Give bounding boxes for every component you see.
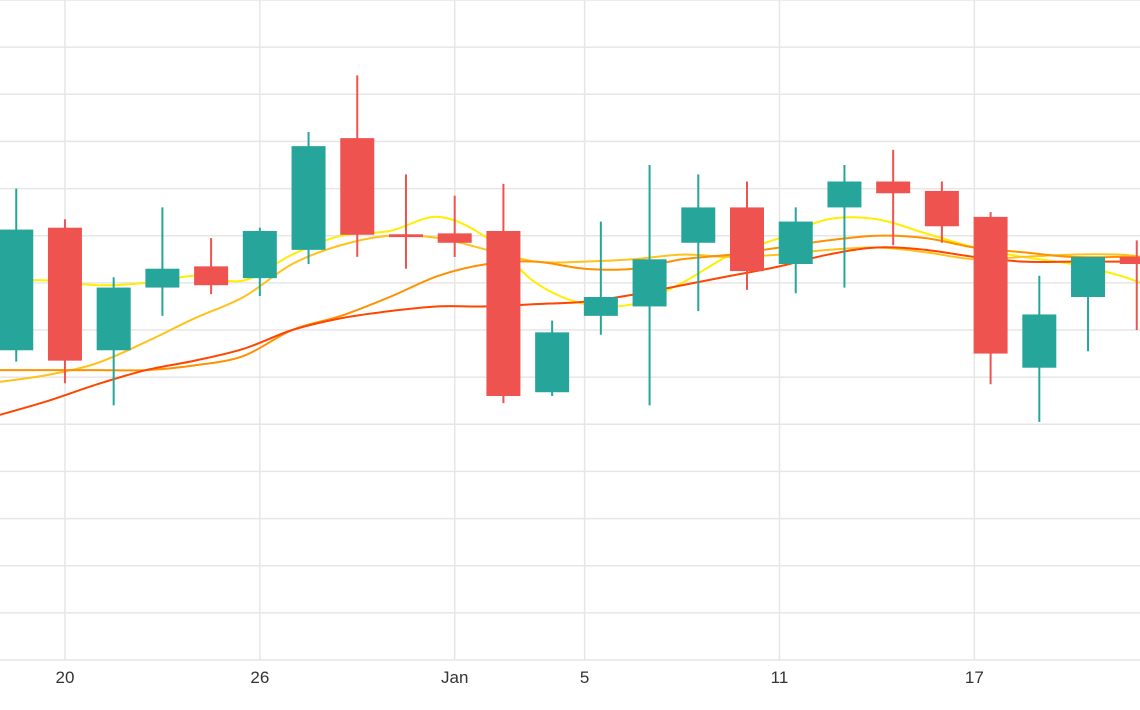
moving-average-line-2 (0, 234, 1140, 383)
candle-body (1071, 256, 1106, 297)
x-tick-label: 20 (55, 668, 74, 687)
candle-body (194, 266, 229, 286)
candle-down (486, 183, 521, 404)
candle-body (1022, 314, 1057, 368)
candle-body (47, 227, 82, 361)
candle-up (242, 227, 277, 297)
candle-up (291, 132, 326, 264)
candle-body (924, 190, 959, 227)
candle-up (827, 165, 862, 288)
candle-body (632, 259, 667, 307)
candle-body (291, 146, 326, 250)
horizontal-gridlines (0, 0, 1140, 661)
candle-body (96, 287, 131, 351)
candle-down (1119, 240, 1140, 330)
candle-body (1119, 256, 1140, 264)
candle-up (0, 188, 34, 362)
candle-up (778, 207, 813, 294)
x-tick-label: Jan (441, 668, 468, 687)
candle-body (535, 332, 570, 393)
candle-up (632, 165, 667, 406)
x-tick-label: 17 (965, 668, 984, 687)
candle-down (924, 181, 959, 243)
candles (0, 75, 1140, 422)
candle-body (437, 233, 472, 243)
x-tick-label: 5 (580, 668, 589, 687)
candle-up (535, 320, 570, 396)
candle-up (681, 174, 716, 312)
candle-down (876, 149, 911, 246)
x-axis-ticks: 20 26 Jan 5 11 17 (55, 668, 983, 687)
candle-down (388, 174, 423, 269)
x-tick-label: 11 (771, 668, 789, 687)
candle-body (681, 207, 716, 243)
candle-body (242, 231, 277, 279)
candle-up (583, 221, 618, 335)
candle-up (1071, 256, 1106, 352)
candle-body (778, 221, 813, 264)
candle-down (437, 195, 472, 257)
candle-body (730, 207, 765, 272)
candle-body (486, 231, 521, 396)
candle-body (340, 138, 375, 235)
candle-body (973, 216, 1008, 354)
candle-down (730, 181, 765, 290)
candle-up (96, 277, 131, 406)
candle-body (0, 229, 34, 351)
candle-up (1022, 275, 1057, 422)
candle-body (876, 181, 911, 194)
candle-down (973, 212, 1008, 385)
x-tick-label: 26 (250, 668, 269, 687)
candle-body (827, 181, 862, 208)
candle-body (583, 297, 618, 316)
moving-average-lines (0, 215, 1140, 416)
candle-body (388, 234, 423, 238)
candle-down (194, 238, 229, 295)
candle-up (145, 207, 180, 316)
candle-down (47, 219, 82, 384)
candle-down (340, 75, 375, 257)
candle-body (145, 268, 180, 288)
